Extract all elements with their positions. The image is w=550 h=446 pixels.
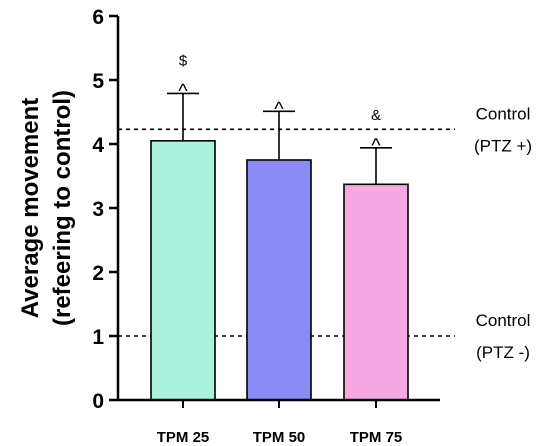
x-tick-label: TPM 50	[253, 429, 306, 446]
x-tick-label: TPM 75	[350, 429, 403, 446]
y-tick-label: 6	[92, 6, 104, 29]
error-bars	[167, 92, 392, 185]
reference-label: (PTZ -)	[476, 343, 530, 362]
bars	[150, 140, 409, 401]
bar	[150, 140, 216, 401]
significance-mark: $	[179, 52, 188, 69]
y-tick-label: 3	[92, 198, 104, 221]
x-tick-label: TPM 25	[157, 429, 210, 446]
y-tick-label: 2	[92, 262, 104, 285]
bar	[343, 183, 409, 401]
y-axis-label-line2: (refeering to control)	[49, 90, 76, 326]
significance-mark: &	[371, 107, 381, 124]
y-tick-label: 0	[92, 390, 104, 413]
axes	[109, 14, 440, 408]
significance-annotations: ^ $ ^ ^ &	[178, 52, 381, 156]
significance-mark: ^	[371, 135, 381, 157]
y-tick-label: 1	[92, 326, 104, 349]
y-axis-label: Average movement (refeering to control)	[17, 90, 76, 326]
significance-mark: ^	[274, 98, 284, 120]
significance-mark: ^	[178, 80, 188, 102]
y-tick-label: 4	[92, 134, 104, 157]
bar	[246, 159, 312, 401]
reference-label: Control	[476, 311, 531, 330]
reference-label: (PTZ +)	[474, 136, 532, 155]
reference-label: Control	[476, 104, 531, 123]
y-axis-label-line1: Average movement	[17, 98, 44, 319]
y-tick-label: 5	[92, 70, 104, 93]
tick-labels: TPM 25 TPM 50 TPM 75 0 1 2 3 4 5 6	[92, 6, 402, 446]
